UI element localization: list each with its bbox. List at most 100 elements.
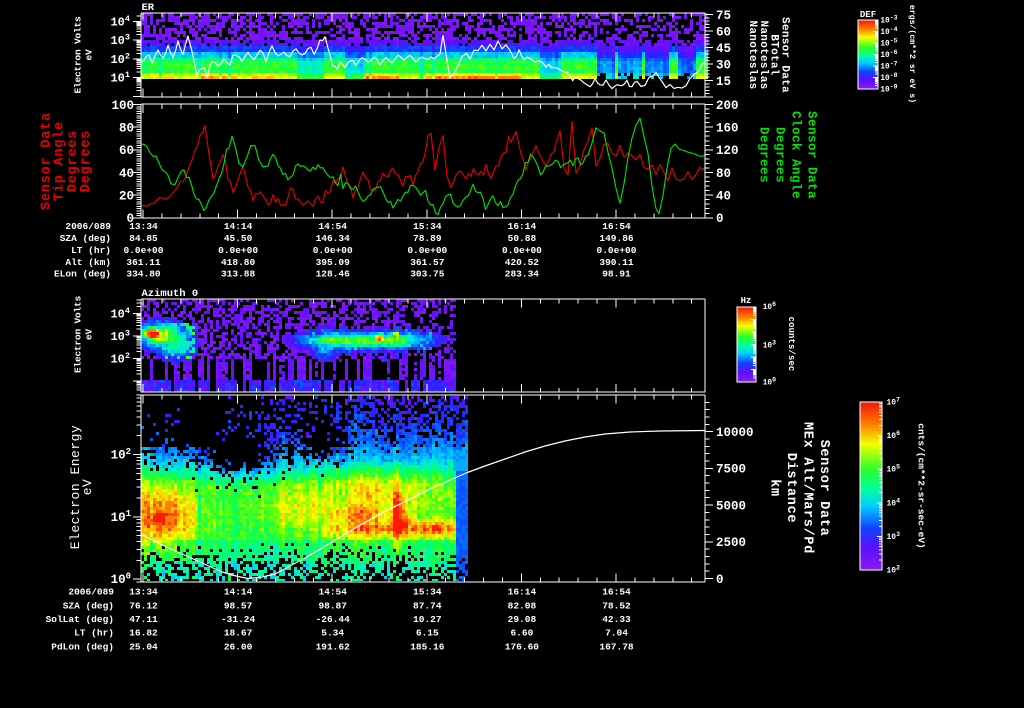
svg-text:80: 80 xyxy=(716,167,731,181)
svg-text:313.88: 313.88 xyxy=(221,269,256,280)
svg-text:103: 103 xyxy=(110,33,130,49)
svg-text:78.52: 78.52 xyxy=(602,601,631,612)
svg-text:0.0e+00: 0.0e+00 xyxy=(124,245,164,256)
svg-text:16.82: 16.82 xyxy=(129,628,158,639)
svg-text:-26.44: -26.44 xyxy=(316,614,351,625)
svg-text:Degrees: Degrees xyxy=(757,127,771,183)
svg-text:Azimuth 0: Azimuth 0 xyxy=(142,288,199,300)
svg-text:104: 104 xyxy=(886,497,900,508)
svg-text:Nanoteslas: Nanoteslas xyxy=(757,20,769,89)
svg-text:100: 100 xyxy=(111,99,134,113)
svg-text:5000: 5000 xyxy=(716,499,746,513)
svg-text:101: 101 xyxy=(111,509,132,525)
svg-text:185.16: 185.16 xyxy=(410,642,445,653)
svg-text:Sensor Data: Sensor Data xyxy=(816,440,831,537)
svg-text:361.11: 361.11 xyxy=(126,257,161,268)
svg-text:104: 104 xyxy=(110,306,130,322)
svg-text:107: 107 xyxy=(886,396,900,407)
svg-text:26.00: 26.00 xyxy=(224,642,253,653)
svg-text:16:14: 16:14 xyxy=(508,587,537,598)
svg-text:eV: eV xyxy=(83,49,94,61)
svg-text:128.46: 128.46 xyxy=(316,269,351,280)
svg-text:10-8: 10-8 xyxy=(880,72,897,83)
svg-text:390.11: 390.11 xyxy=(599,257,634,268)
svg-text:14:14: 14:14 xyxy=(224,221,253,232)
svg-text:16:14: 16:14 xyxy=(508,221,537,232)
svg-text:283.34: 283.34 xyxy=(505,269,540,280)
svg-text:103: 103 xyxy=(886,531,900,542)
svg-text:100: 100 xyxy=(763,377,776,388)
svg-text:60: 60 xyxy=(716,25,731,39)
svg-text:Clock Angle: Clock Angle xyxy=(789,111,803,199)
svg-text:7.04: 7.04 xyxy=(605,628,628,639)
svg-text:SZA (deg): SZA (deg) xyxy=(60,233,111,244)
svg-text:45.50: 45.50 xyxy=(224,233,253,244)
svg-text:10.27: 10.27 xyxy=(413,614,442,625)
svg-text:14:54: 14:54 xyxy=(318,587,347,598)
svg-text:2006/089: 2006/089 xyxy=(65,221,111,232)
svg-text:km: km xyxy=(767,479,782,497)
svg-text:Degrees: Degrees xyxy=(66,130,81,192)
svg-text:Sensor Data: Sensor Data xyxy=(805,111,819,199)
svg-text:15:34: 15:34 xyxy=(413,587,442,598)
svg-text:LT (hr): LT (hr) xyxy=(71,245,111,256)
svg-text:40: 40 xyxy=(716,189,731,203)
svg-text:102: 102 xyxy=(110,351,130,367)
svg-text:105: 105 xyxy=(886,464,900,475)
svg-text:30: 30 xyxy=(716,58,731,72)
svg-text:98.91: 98.91 xyxy=(602,269,631,280)
svg-text:76.12: 76.12 xyxy=(129,601,158,612)
svg-text:6.60: 6.60 xyxy=(510,628,533,639)
svg-text:25.04: 25.04 xyxy=(129,642,158,653)
svg-text:101: 101 xyxy=(110,70,130,86)
svg-text:Degrees: Degrees xyxy=(773,127,787,183)
svg-text:counts/sec: counts/sec xyxy=(786,317,796,372)
svg-text:Electron Volts: Electron Volts xyxy=(72,295,83,373)
svg-text:10-6: 10-6 xyxy=(880,49,897,60)
svg-text:47.11: 47.11 xyxy=(129,614,158,625)
svg-text:10000: 10000 xyxy=(716,426,754,440)
svg-text:0.0e+00: 0.0e+00 xyxy=(313,245,353,256)
svg-text:Alt (km): Alt (km) xyxy=(65,257,111,268)
svg-text:80: 80 xyxy=(119,121,134,135)
svg-text:102: 102 xyxy=(886,564,900,575)
svg-text:103: 103 xyxy=(763,340,776,351)
svg-text:ER: ER xyxy=(142,2,155,14)
svg-text:149.86: 149.86 xyxy=(599,233,634,244)
svg-text:Electron Energy: Electron Energy xyxy=(68,425,83,550)
svg-text:eV: eV xyxy=(80,479,95,496)
svg-text:98.57: 98.57 xyxy=(224,601,253,612)
svg-text:DEF: DEF xyxy=(860,10,876,20)
svg-text:0: 0 xyxy=(126,212,134,226)
svg-text:395.09: 395.09 xyxy=(316,257,351,268)
svg-text:5.34: 5.34 xyxy=(321,628,344,639)
svg-text:75: 75 xyxy=(716,9,731,23)
svg-text:MEx Alt/Mars/Pd: MEx Alt/Mars/Pd xyxy=(800,422,815,554)
svg-text:106: 106 xyxy=(763,301,776,312)
svg-text:176.60: 176.60 xyxy=(505,642,540,653)
svg-text:0: 0 xyxy=(716,573,724,587)
svg-text:200: 200 xyxy=(716,99,739,113)
svg-text:106: 106 xyxy=(886,430,900,441)
svg-text:10-7: 10-7 xyxy=(880,61,897,72)
svg-text:100: 100 xyxy=(111,571,131,587)
svg-text:cnts/(cm**2-sr-sec-eV): cnts/(cm**2-sr-sec-eV) xyxy=(916,423,927,548)
svg-text:0.0e+00: 0.0e+00 xyxy=(597,245,637,256)
svg-text:10-5: 10-5 xyxy=(880,38,897,49)
svg-text:Hz: Hz xyxy=(741,296,752,306)
svg-text:14:54: 14:54 xyxy=(318,221,347,232)
svg-text:82.08: 82.08 xyxy=(508,601,537,612)
svg-text:361.57: 361.57 xyxy=(410,257,445,268)
svg-text:13:34: 13:34 xyxy=(129,587,158,598)
svg-text:SZA (deg): SZA (deg) xyxy=(63,601,114,612)
svg-text:303.75: 303.75 xyxy=(410,269,445,280)
svg-text:87.74: 87.74 xyxy=(413,601,442,612)
svg-text:10-4: 10-4 xyxy=(880,26,897,37)
svg-text:120: 120 xyxy=(716,144,739,158)
svg-text:13:34: 13:34 xyxy=(129,221,158,232)
svg-text:LT (hr): LT (hr) xyxy=(74,628,114,639)
svg-text:418.80: 418.80 xyxy=(221,257,256,268)
svg-text:29.08: 29.08 xyxy=(508,614,537,625)
svg-text:Sensor Data: Sensor Data xyxy=(778,17,790,93)
svg-text:0: 0 xyxy=(716,212,724,226)
